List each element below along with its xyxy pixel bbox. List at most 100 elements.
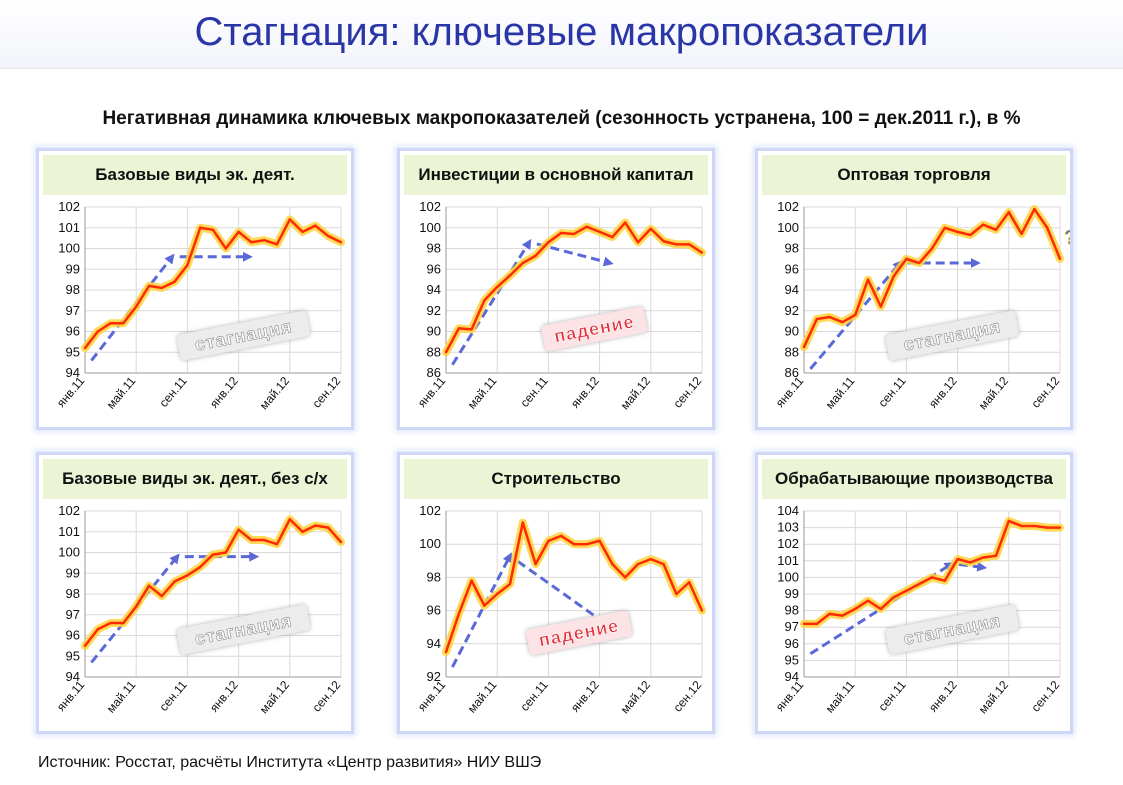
- y-tick-label: 96: [427, 261, 441, 276]
- panel-manufacturing: Обрабатывающие производства 94 95 96 97 98 99…: [755, 452, 1073, 734]
- data-point: [956, 557, 959, 561]
- data-point: [96, 628, 99, 631]
- panel-title: Оптовая торговля: [762, 155, 1066, 195]
- data-point: [879, 305, 882, 308]
- chart-subtitle: Негативная динамика ключевых макропоказа…: [102, 108, 1021, 129]
- panel-investment: Инвестиции в основной капитал 86 88 90 92 94…: [397, 148, 715, 430]
- x-tick-label: сен.11: [875, 678, 908, 714]
- data-point: [547, 241, 550, 244]
- y-tick-label: 101: [777, 553, 799, 568]
- data-point: [611, 235, 614, 239]
- data-point: [470, 579, 473, 582]
- data-point: [496, 285, 499, 289]
- y-tick-label: 97: [785, 619, 799, 634]
- trend-arrow-flat: [516, 560, 610, 627]
- data-point: [854, 313, 857, 317]
- panel-title: Базовые виды эк. деят., без с/х: [43, 459, 347, 499]
- panel-basic-activities-no-agri: Базовые виды эк. деят., без с/х 94 95 96 97…: [36, 452, 354, 734]
- annotation-background: [176, 310, 311, 361]
- data-point: [457, 612, 460, 616]
- data-point: [905, 257, 908, 261]
- data-point: [982, 223, 985, 226]
- panel-basic-activities: Базовые виды эк. деят. 94 95 96 97 98 99 100 10…: [36, 148, 354, 430]
- data-point: [1020, 232, 1023, 236]
- data-point: [83, 644, 87, 648]
- y-tick-label: 88: [427, 344, 441, 359]
- title-band: [0, 0, 1123, 69]
- data-point: [994, 554, 998, 558]
- annotation-badge: стагнация: [176, 310, 311, 361]
- data-point: [815, 317, 818, 321]
- y-tick-label: 102: [419, 503, 441, 518]
- x-tick-label: сен.11: [156, 678, 189, 714]
- data-point: [83, 346, 87, 350]
- x-tick-label: май.12: [257, 374, 293, 413]
- data-point: [649, 227, 652, 230]
- x-tick-label: сен.12: [670, 374, 704, 411]
- data-point: [237, 528, 240, 531]
- data-point: [483, 604, 486, 607]
- data-point: [534, 562, 537, 566]
- y-tick-label: 86: [785, 365, 799, 380]
- y-tick-label: 102: [58, 199, 80, 214]
- annotation-badge: падение: [541, 306, 648, 351]
- data-point: [173, 580, 176, 583]
- x-tick-label: янв.12: [568, 678, 602, 715]
- panel-wholesale: Оптовая торговля 86 88 90 92 94 96 98 100 102 янв…: [755, 148, 1073, 430]
- data-point: [96, 330, 99, 333]
- y-tick-label: 95: [66, 344, 80, 359]
- x-tick-label: май.12: [257, 678, 293, 717]
- data-point: [457, 327, 460, 330]
- series-line: [804, 519, 1060, 626]
- annotation-background: [885, 604, 1019, 655]
- data-point: [444, 351, 448, 354]
- data-point: [636, 562, 640, 566]
- y-tick-label: 96: [66, 324, 80, 339]
- y-tick-label: 86: [427, 365, 441, 380]
- data-point: [905, 589, 908, 592]
- x-tick-label: янв.12: [207, 678, 241, 715]
- x-tick-label: янв.12: [926, 678, 960, 715]
- data-point: [572, 232, 576, 236]
- y-tick-label: 94: [66, 365, 80, 380]
- data-point: [521, 261, 524, 265]
- data-point: [624, 576, 627, 579]
- annotation-background: [176, 604, 311, 655]
- data-point: [1007, 210, 1010, 214]
- data-point: [147, 284, 151, 288]
- y-tick-label: 92: [785, 303, 799, 318]
- data-point: [662, 562, 665, 566]
- y-tick-label: 98: [66, 282, 80, 297]
- x-tick-label: янв.12: [207, 374, 241, 411]
- annotation-badge: падение: [526, 610, 632, 655]
- x-tick-label: сен.12: [1028, 374, 1062, 411]
- data-point: [956, 230, 959, 234]
- x-tick-label: май.11: [823, 678, 858, 716]
- data-point: [147, 584, 151, 587]
- y-tick-label: 94: [785, 282, 799, 297]
- panel-construction: Строительство 92 94 96 98 100 102 янв.11 май.11…: [397, 452, 715, 734]
- data-point: [918, 261, 921, 265]
- data-point: [339, 540, 343, 544]
- data-point: [624, 221, 627, 224]
- y-tick-label: 103: [777, 520, 799, 535]
- data-point: [314, 524, 317, 527]
- y-tick-label: 97: [66, 607, 80, 622]
- y-tick-label: 99: [66, 565, 80, 580]
- data-point: [688, 581, 691, 584]
- data-point: [598, 230, 601, 234]
- y-tick-label: 102: [58, 503, 80, 518]
- data-point: [585, 225, 588, 228]
- annotation-label: стагнация: [902, 610, 1003, 648]
- data-point: [534, 254, 537, 257]
- x-tick-label: май.12: [976, 678, 1012, 717]
- y-tick-label: 101: [58, 220, 80, 235]
- data-point: [662, 240, 665, 243]
- data-point: [250, 241, 253, 244]
- annotation-label: стагнация: [193, 316, 294, 354]
- y-tick-label: 97: [66, 303, 80, 318]
- y-tick-label: 99: [66, 261, 80, 276]
- data-point: [508, 274, 512, 277]
- data-point: [288, 218, 291, 221]
